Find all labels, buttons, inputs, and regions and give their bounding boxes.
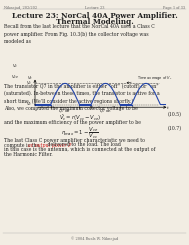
Text: and the maximum efficiency of the power amplifier to be: and the maximum efficiency of the power … xyxy=(4,120,141,125)
Text: Lecture 23: Lecture 23 xyxy=(85,6,104,10)
Text: the Harmonic Filter.: the Harmonic Filter. xyxy=(4,151,53,157)
Text: Recall from the last lecture that the NorCal 40A uses a Class C
power amplifier.: Recall from the last lecture that the No… xyxy=(4,24,155,44)
Text: $V_{ce}$: $V_{ce}$ xyxy=(11,73,19,81)
Text: $t$: $t$ xyxy=(166,104,170,111)
Text: The last Class C power amplifier characteristic we need to: The last Class C power amplifier charact… xyxy=(4,138,145,143)
Text: (10.5): (10.5) xyxy=(168,112,182,117)
Text: $Q_7$ on: $Q_7$ on xyxy=(99,107,112,115)
Text: $V_c$: $V_c$ xyxy=(26,101,33,108)
Text: © 2004 Ruals W. Niknejad: © 2004 Ruals W. Niknejad xyxy=(71,236,118,241)
Text: $Q_7$ off: $Q_7$ off xyxy=(58,107,72,115)
Text: (10.7): (10.7) xyxy=(168,126,182,131)
Text: ac output power P: ac output power P xyxy=(28,143,71,147)
Text: compute is the: compute is the xyxy=(4,143,41,147)
Text: Niknejad, 202/202: Niknejad, 202/202 xyxy=(4,6,37,10)
Text: Time average of $V_c$: Time average of $V_c$ xyxy=(127,74,172,83)
Text: Also, we computed the maximum collector voltage to be: Also, we computed the maximum collector … xyxy=(4,106,138,111)
Text: Lecture 23: NorCal 40A Power Amplifier.: Lecture 23: NorCal 40A Power Amplifier. xyxy=(12,12,177,20)
Text: Page 1 of 33: Page 1 of 33 xyxy=(163,6,185,10)
Text: $V_c$: $V_c$ xyxy=(26,80,33,87)
Text: $V_c$: $V_c$ xyxy=(27,74,33,82)
Text: delivered to the load. The load: delivered to the load. The load xyxy=(46,143,120,147)
Text: $\eta_{max} = 1 - \dfrac{V_{ce}}{V_{cc}}$: $\eta_{max} = 1 - \dfrac{V_{ce}}{V_{cc}}… xyxy=(61,126,99,141)
Text: $V_c$: $V_c$ xyxy=(12,62,19,70)
Text: $\hat{V}_c = r(V_{cc} - V_{ce})$: $\hat{V}_c = r(V_{cc} - V_{ce})$ xyxy=(59,112,101,123)
Text: Thermal Modeling.: Thermal Modeling. xyxy=(56,19,133,26)
Text: The transistor Q7 in the amplifier is either “off” (cutoff) or “on”
(saturated).: The transistor Q7 in the amplifier is ei… xyxy=(4,84,160,104)
Text: in this case is the antenna, which is connected at the output of: in this case is the antenna, which is co… xyxy=(4,147,156,152)
